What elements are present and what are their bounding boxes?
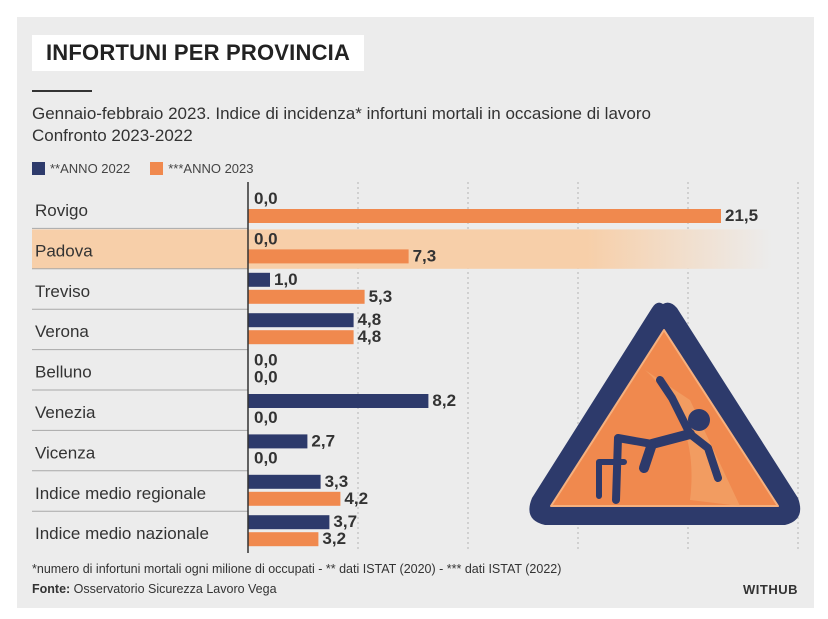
chart-title: INFORTUNI PER PROVINCIA [46, 40, 351, 65]
step-icon [596, 459, 627, 499]
footnote: *numero di infortuni mortali ogni milion… [32, 562, 562, 576]
bar [248, 474, 321, 489]
data-label: 0,0 [254, 408, 278, 427]
data-label: 4,8 [358, 310, 382, 329]
title-rule [32, 90, 92, 92]
bar [248, 394, 429, 408]
data-label: 0,0 [254, 448, 278, 467]
data-label: 8,2 [432, 391, 456, 410]
chart-subtitle: Gennaio-febbraio 2023. Indice di inciden… [32, 103, 792, 147]
figure-head [688, 409, 710, 431]
bar [248, 249, 409, 264]
data-label: 4,8 [358, 327, 382, 346]
data-label: 21,5 [725, 206, 758, 225]
category-label: Padova [35, 241, 93, 260]
legend-label-2023: ***ANNO 2023 [168, 161, 254, 176]
bar [248, 515, 330, 530]
data-label: 1,0 [274, 270, 298, 289]
data-label: 3,7 [333, 512, 357, 531]
category-label: Rovigo [35, 201, 88, 220]
brand-logo: WITHUB [743, 582, 798, 597]
legend: **ANNO 2022 ***ANNO 2023 [32, 161, 274, 176]
source-label: Fonte: [32, 582, 71, 596]
data-label: 3,3 [325, 472, 349, 491]
data-label: 5,3 [369, 287, 393, 306]
source: Fonte: Osservatorio Sicurezza Lavoro Veg… [32, 582, 277, 596]
category-label: Belluno [35, 363, 92, 382]
category-label: Treviso [35, 282, 90, 301]
data-label: 2,7 [311, 431, 335, 450]
subtitle-line-1: Gennaio-febbraio 2023. Indice di inciden… [32, 104, 651, 123]
category-label: Indice medio nazionale [35, 524, 209, 543]
bar [248, 491, 341, 506]
data-label: 0,0 [254, 189, 278, 208]
legend-item-2022: **ANNO 2022 [32, 161, 130, 176]
legend-swatch-2023 [150, 162, 164, 175]
bar [248, 272, 270, 287]
bar [248, 209, 721, 223]
legend-swatch-2022 [32, 162, 45, 175]
source-text: Osservatorio Sicurezza Lavoro Vega [70, 582, 277, 596]
title-box: INFORTUNI PER PROVINCIA [32, 35, 365, 71]
data-label: 4,2 [344, 489, 368, 508]
data-label: 0,0 [254, 229, 278, 248]
category-label: Indice medio regionale [35, 484, 206, 503]
legend-item-2023: ***ANNO 2023 [150, 161, 254, 176]
bar [248, 313, 354, 328]
category-label: Vicenza [35, 443, 96, 462]
category-label: Verona [35, 322, 89, 341]
data-label: 7,3 [413, 246, 437, 265]
bar [248, 289, 365, 304]
bar [248, 532, 319, 547]
data-label: 3,2 [322, 529, 346, 548]
subtitle-line-2: Confronto 2023-2022 [32, 126, 193, 145]
figure-leg [612, 434, 656, 504]
legend-label-2022: **ANNO 2022 [50, 161, 131, 176]
bar [248, 434, 308, 449]
bar [248, 330, 354, 345]
data-label: 0,0 [254, 351, 278, 370]
data-label: 0,0 [254, 368, 278, 387]
category-label: Venezia [35, 403, 96, 422]
